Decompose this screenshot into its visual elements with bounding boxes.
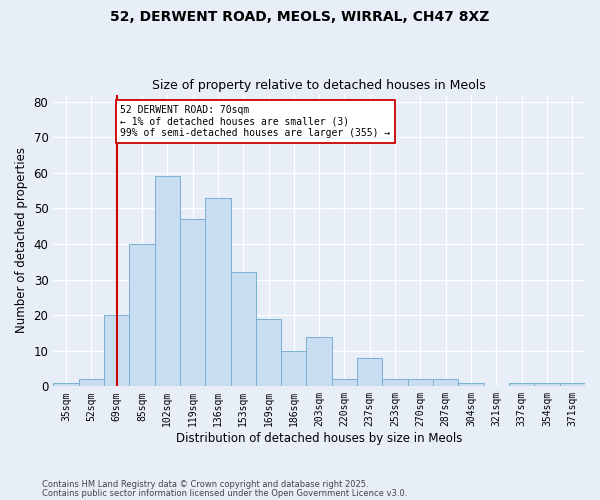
Title: Size of property relative to detached houses in Meols: Size of property relative to detached ho… [152,79,486,92]
Bar [458,383,484,386]
Bar [256,318,281,386]
Bar [307,336,332,386]
Bar [408,379,433,386]
Text: Contains public sector information licensed under the Open Government Licence v3: Contains public sector information licen… [42,488,407,498]
Bar [205,198,230,386]
Text: Contains HM Land Registry data © Crown copyright and database right 2025.: Contains HM Land Registry data © Crown c… [42,480,368,489]
Bar [382,379,408,386]
Bar [53,383,79,386]
Bar [104,315,129,386]
Text: 52 DERWENT ROAD: 70sqm
← 1% of detached houses are smaller (3)
99% of semi-detac: 52 DERWENT ROAD: 70sqm ← 1% of detached … [121,105,391,138]
X-axis label: Distribution of detached houses by size in Meols: Distribution of detached houses by size … [176,432,463,445]
Bar [357,358,382,386]
Bar [560,383,585,386]
Text: 52, DERWENT ROAD, MEOLS, WIRRAL, CH47 8XZ: 52, DERWENT ROAD, MEOLS, WIRRAL, CH47 8X… [110,10,490,24]
Bar [535,383,560,386]
Y-axis label: Number of detached properties: Number of detached properties [15,148,28,334]
Bar [509,383,535,386]
Bar [79,379,104,386]
Bar [129,244,155,386]
Bar [155,176,180,386]
Bar [281,351,307,386]
Bar [180,219,205,386]
Bar [433,379,458,386]
Bar [332,379,357,386]
Bar [230,272,256,386]
